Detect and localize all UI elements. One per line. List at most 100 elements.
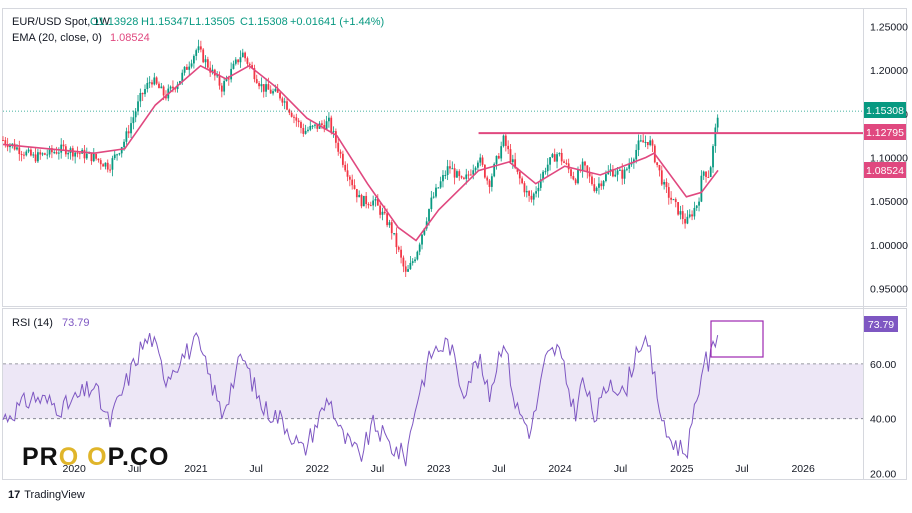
ema-value: 1.08524 bbox=[110, 32, 150, 44]
candle-body bbox=[600, 183, 603, 187]
candle-body bbox=[598, 183, 600, 188]
candle-body bbox=[248, 63, 251, 66]
candle-body bbox=[183, 66, 186, 73]
ema-label: EMA (20, close, 0) bbox=[12, 32, 102, 44]
candle-body bbox=[488, 180, 491, 187]
candle-body bbox=[702, 171, 705, 176]
time-axis-ticks: 2020 Jul 2021 Jul 2022 Jul 2023 Jul 2024 Jul 2025 J… bbox=[62, 463, 814, 475]
price-axis-ticks: 1.250001.200001.150001.100001.050001.000… bbox=[870, 21, 908, 295]
candle-body bbox=[698, 201, 700, 206]
candle-body bbox=[574, 179, 577, 184]
candle-body bbox=[388, 222, 391, 226]
candle-body bbox=[439, 181, 442, 188]
candle-body bbox=[76, 152, 79, 154]
candle-body bbox=[449, 166, 451, 169]
candle-body bbox=[39, 152, 42, 155]
time-tick-label: 2021 bbox=[184, 463, 208, 475]
candle-body bbox=[521, 178, 524, 184]
candle-body bbox=[437, 187, 440, 189]
candle-body bbox=[474, 167, 477, 171]
candle-body bbox=[216, 75, 219, 77]
candle-body bbox=[663, 182, 666, 185]
candle-body bbox=[246, 58, 249, 64]
candle-body bbox=[581, 161, 584, 171]
candle-body bbox=[199, 46, 202, 50]
candle-body bbox=[323, 124, 326, 130]
candle-body bbox=[272, 91, 274, 94]
candle-body bbox=[665, 182, 668, 188]
candle-body bbox=[712, 146, 714, 168]
candle-body bbox=[328, 117, 330, 122]
rsi-badge: 73.79 bbox=[864, 316, 898, 332]
candle-body bbox=[525, 191, 528, 193]
candle-body bbox=[155, 77, 158, 84]
candle-body bbox=[158, 83, 160, 89]
candle-body bbox=[556, 154, 558, 162]
candle-body bbox=[395, 233, 398, 248]
price-tick-label: 1.10000 bbox=[870, 153, 908, 165]
candle-body bbox=[430, 197, 433, 210]
rsi-label: RSI (14) bbox=[12, 317, 53, 329]
candle-body bbox=[148, 82, 151, 84]
candle-body bbox=[444, 175, 447, 177]
candle-body bbox=[290, 112, 293, 117]
candle-body bbox=[279, 92, 281, 99]
candle-body bbox=[237, 59, 240, 63]
candle-body bbox=[355, 189, 358, 198]
candle-body bbox=[30, 149, 32, 156]
candle-body bbox=[20, 154, 23, 156]
candle-body bbox=[681, 211, 684, 220]
candle-body bbox=[530, 195, 533, 200]
candle-body bbox=[567, 163, 570, 170]
candle-body bbox=[274, 88, 277, 92]
candle-body bbox=[83, 149, 86, 159]
candle-body bbox=[544, 171, 547, 173]
candle-body bbox=[365, 195, 368, 205]
time-tick-label: Jul bbox=[614, 463, 627, 475]
candle-body bbox=[144, 89, 146, 95]
candle-body bbox=[188, 66, 191, 70]
candle-body bbox=[593, 184, 596, 192]
candle-body bbox=[553, 154, 556, 162]
tradingview-footer: 17 TradingView bbox=[8, 489, 85, 501]
candle-body bbox=[549, 157, 551, 165]
candle-body bbox=[95, 153, 98, 159]
candle-body bbox=[642, 140, 645, 143]
candle-body bbox=[141, 92, 144, 95]
ema-line-group bbox=[2, 64, 719, 242]
candle-body bbox=[605, 174, 607, 182]
candle-body bbox=[393, 233, 395, 235]
candle-body bbox=[160, 86, 163, 89]
candle-body bbox=[111, 158, 114, 170]
candle-body bbox=[679, 211, 682, 215]
candle-body bbox=[195, 50, 198, 56]
candle-body bbox=[607, 171, 610, 175]
time-tick-label: 2024 bbox=[548, 463, 572, 475]
candle-body bbox=[102, 164, 105, 167]
candle-body bbox=[32, 154, 35, 156]
candle-body bbox=[467, 174, 470, 176]
candle-body bbox=[383, 211, 386, 214]
candle-body bbox=[472, 170, 475, 175]
candle-body bbox=[134, 111, 137, 118]
candle-body bbox=[297, 120, 300, 123]
candle-body bbox=[9, 144, 11, 148]
rsi-line-group bbox=[2, 331, 719, 467]
rsi-value: 73.79 bbox=[62, 317, 90, 329]
candle-body bbox=[483, 164, 486, 178]
rsi-highlight-box bbox=[710, 320, 764, 358]
candle-body bbox=[57, 152, 60, 154]
candle-body bbox=[707, 176, 710, 178]
candle-body bbox=[11, 143, 14, 145]
candle-body bbox=[374, 199, 377, 201]
candle-body bbox=[137, 101, 139, 112]
candle-body bbox=[595, 187, 598, 192]
candle-body bbox=[458, 171, 461, 177]
time-tick-label: 2023 bbox=[427, 463, 451, 475]
candle-body bbox=[563, 161, 565, 163]
price-tick-label: 0.95000 bbox=[870, 284, 908, 296]
svg-text:1.08524: 1.08524 bbox=[866, 165, 904, 177]
candle-body bbox=[414, 259, 416, 262]
candle-body bbox=[67, 152, 70, 155]
candle-body bbox=[4, 140, 7, 145]
